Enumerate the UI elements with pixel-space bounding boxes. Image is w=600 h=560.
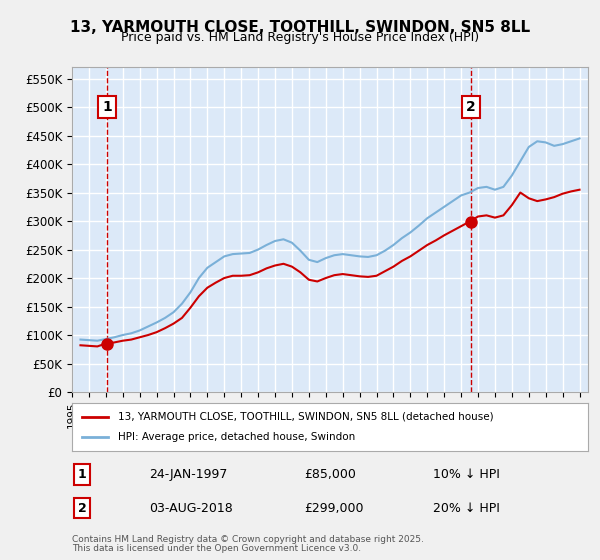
Text: £85,000: £85,000 [304,468,356,481]
Text: Price paid vs. HM Land Registry's House Price Index (HPI): Price paid vs. HM Land Registry's House … [121,31,479,44]
Text: 13, YARMOUTH CLOSE, TOOTHILL, SWINDON, SN5 8LL: 13, YARMOUTH CLOSE, TOOTHILL, SWINDON, S… [70,20,530,35]
Text: 2: 2 [466,100,476,114]
Text: 1: 1 [78,468,86,481]
Text: 03-AUG-2018: 03-AUG-2018 [149,502,233,515]
Text: £299,000: £299,000 [304,502,364,515]
Text: 2: 2 [78,502,86,515]
Text: 1: 1 [102,100,112,114]
Text: 10% ↓ HPI: 10% ↓ HPI [433,468,500,481]
Text: 13, YARMOUTH CLOSE, TOOTHILL, SWINDON, SN5 8LL (detached house): 13, YARMOUTH CLOSE, TOOTHILL, SWINDON, S… [118,412,494,422]
Text: This data is licensed under the Open Government Licence v3.0.: This data is licensed under the Open Gov… [72,544,361,553]
Text: 20% ↓ HPI: 20% ↓ HPI [433,502,500,515]
Text: 24-JAN-1997: 24-JAN-1997 [149,468,228,481]
Text: HPI: Average price, detached house, Swindon: HPI: Average price, detached house, Swin… [118,432,356,442]
Text: Contains HM Land Registry data © Crown copyright and database right 2025.: Contains HM Land Registry data © Crown c… [72,535,424,544]
